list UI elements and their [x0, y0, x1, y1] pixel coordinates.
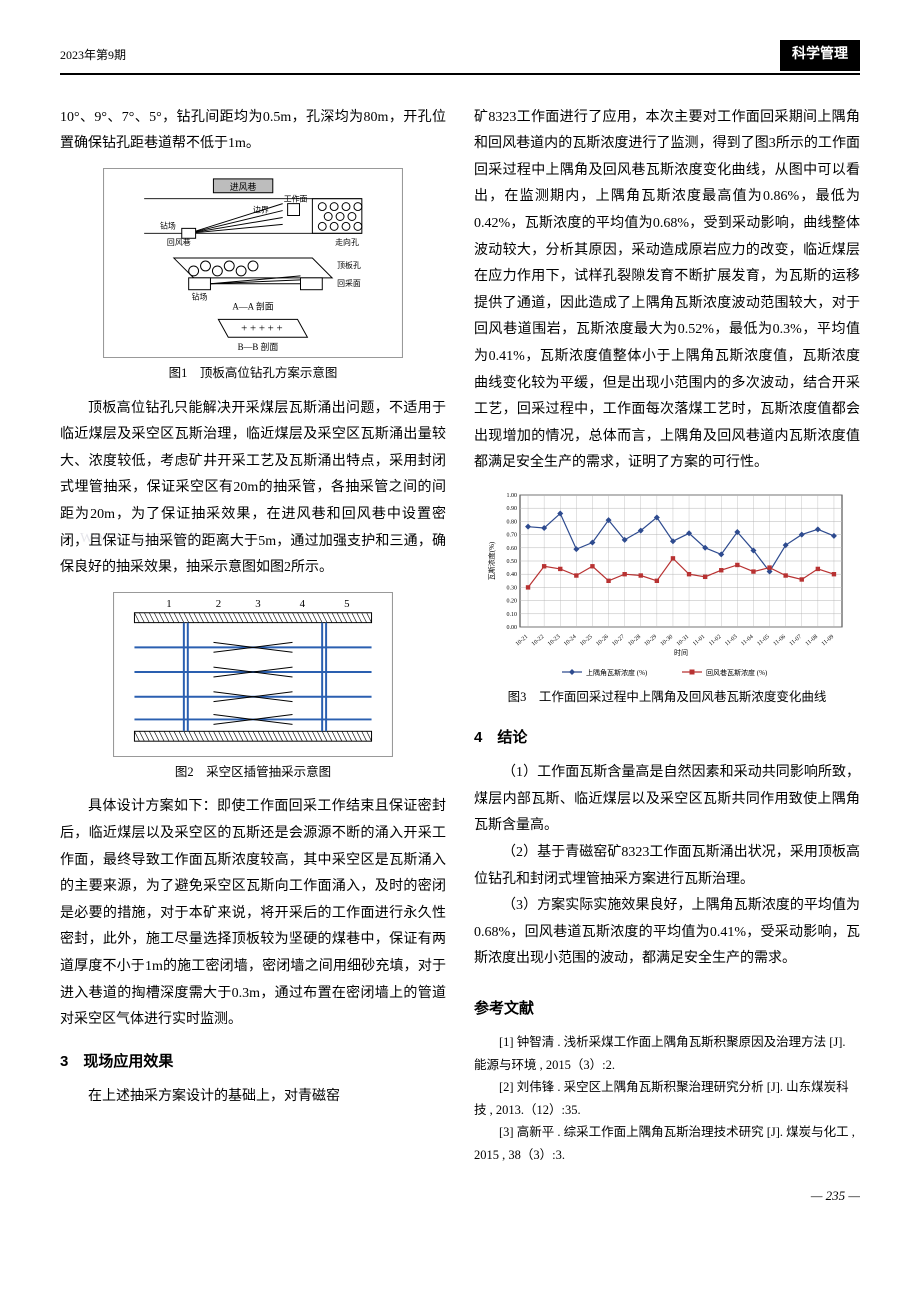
- conclusion-1: （1）工作面瓦斯含量高是自然因素和采动共同影响所致，煤层内部瓦斯、临近煤层以及采…: [474, 760, 860, 840]
- fig1-gongzuomian: 工作面: [284, 193, 308, 203]
- svg-text:10-29: 10-29: [644, 634, 659, 648]
- svg-text:10-31: 10-31: [676, 634, 691, 648]
- paragraph: 顶板高位钻孔只能解决开采煤层瓦斯涌出问题，不适用于临近煤层及采空区瓦斯治理，临近…: [60, 396, 446, 582]
- svg-text:10-28: 10-28: [627, 634, 642, 648]
- svg-text:10-26: 10-26: [595, 634, 610, 648]
- fig1-jinfeng: 进风巷: [230, 182, 257, 192]
- svg-text:10-23: 10-23: [547, 634, 562, 648]
- reference-item: [3] 高新平 . 综采工作面上隅角瓦斯治理技术研究 [J]. 煤炭与化工 , …: [474, 1121, 860, 1166]
- paragraph: 10°、9°、7°、5°，钻孔间距均为0.5m，孔深均为80m，开孔位置确保钻孔…: [60, 105, 446, 158]
- fig1-huifeng: 回风巷: [167, 238, 191, 247]
- paragraph: 具体设计方案如下：即使工作面回采工作结束且保证密封后，临近煤层以及采空区的瓦斯还…: [60, 794, 446, 1033]
- svg-text:0.50: 0.50: [507, 559, 518, 565]
- svg-text:11-05: 11-05: [756, 634, 770, 647]
- fig1-aa: A—A 剖面: [232, 300, 273, 311]
- svg-text:瓦斯浓度(%): 瓦斯浓度(%): [487, 541, 496, 580]
- paragraph: 在上述抽采方案设计的基础上，对青磁窑: [60, 1084, 446, 1111]
- svg-text:0.20: 0.20: [507, 599, 518, 605]
- section-3-title: 3 现场应用效果: [60, 1048, 446, 1077]
- figure-1-svg: 进风巷 工作面 边界 钻场: [103, 168, 403, 358]
- svg-text:10-30: 10-30: [660, 634, 675, 648]
- svg-text:5: 5: [344, 598, 349, 610]
- paragraph: 矿8323工作面进行了应用，本次主要对工作面回采期间上隅角和回风巷道内的瓦斯浓度…: [474, 105, 860, 477]
- fig1-zuanchang2: 钻场: [192, 291, 208, 301]
- svg-text:1: 1: [166, 598, 171, 610]
- page-number: — 235 —: [60, 1184, 860, 1209]
- figure-3-chart: 0.00 0.10 0.20 0.30 0.40 0.50 0.60 0.70 0.80 0.90…: [482, 487, 852, 682]
- figure-3-caption: 图3 工作面回采过程中上隅角及回风巷瓦斯浓度变化曲线: [474, 686, 860, 710]
- svg-text:+ + + + +: + + + + +: [241, 322, 283, 334]
- page-header: 2023年第9期 科学管理: [60, 40, 860, 75]
- two-column-layout: 10°、9°、7°、5°，钻孔间距均为0.5m，孔深均为80m，开孔位置确保钻孔…: [60, 105, 860, 1167]
- svg-text:11-06: 11-06: [773, 634, 787, 647]
- svg-text:11-03: 11-03: [724, 634, 738, 647]
- fig1-zuanchang: 钻场: [160, 220, 176, 230]
- issue-label: 2023年第9期: [60, 44, 126, 67]
- conclusion-3: （3）方案实际实施效果良好，上隅角瓦斯浓度的平均值为0.68%，回风巷道瓦斯浓度…: [474, 893, 860, 973]
- svg-text:11-07: 11-07: [789, 634, 803, 647]
- svg-text:10-25: 10-25: [579, 634, 594, 648]
- section-4-title: 4 结论: [474, 724, 860, 753]
- svg-text:11-04: 11-04: [740, 634, 754, 647]
- svg-text:10-22: 10-22: [531, 634, 546, 648]
- svg-text:1.00: 1.00: [507, 493, 518, 499]
- fig1-bb: B—B 剖面: [238, 341, 279, 352]
- svg-text:0.10: 0.10: [507, 612, 518, 618]
- svg-text:时间: 时间: [674, 648, 688, 657]
- svg-text:10-27: 10-27: [611, 634, 626, 648]
- fig1-zouxiang: 走向孔: [335, 237, 359, 247]
- left-column: 10°、9°、7°、5°，钻孔间距均为0.5m，孔深均为80m，开孔位置确保钻孔…: [60, 105, 446, 1167]
- references-title: 参考文献: [474, 995, 860, 1024]
- svg-text:0.40: 0.40: [507, 572, 518, 578]
- svg-text:3: 3: [255, 598, 260, 610]
- fig1-dingban: 顶板孔: [337, 260, 361, 270]
- reference-item: [1] 钟智清 . 浅析采煤工作面上隅角瓦斯积聚原因及治理方法 [J]. 能源与…: [474, 1031, 860, 1076]
- right-column: 矿8323工作面进行了应用，本次主要对工作面回采期间上隅角和回风巷道内的瓦斯浓度…: [474, 105, 860, 1167]
- svg-text:10-24: 10-24: [563, 634, 578, 648]
- svg-text:上隅角瓦斯浓度 (%): 上隅角瓦斯浓度 (%): [586, 668, 648, 677]
- reference-item: [2] 刘伟锋 . 采空区上隅角瓦斯积聚治理研究分析 [J]. 山东煤炭科技 ,…: [474, 1076, 860, 1121]
- figure-2-caption: 图2 采空区插管抽采示意图: [60, 761, 446, 785]
- svg-text:10-21: 10-21: [515, 634, 530, 648]
- section-label: 科学管理: [780, 40, 860, 71]
- conclusion-2: （2）基于青磁窑矿8323工作面瓦斯涌出状况，采用顶板高位钻孔和封闭式埋管抽采方…: [474, 840, 860, 893]
- svg-text:11-09: 11-09: [821, 634, 835, 647]
- svg-text:0.00: 0.00: [507, 625, 518, 631]
- figure-2-svg: 1 2 3 4 5: [113, 592, 393, 757]
- svg-text:0.60: 0.60: [507, 546, 518, 552]
- svg-text:0.70: 0.70: [507, 533, 518, 539]
- svg-text:回风巷瓦斯浓度 (%): 回风巷瓦斯浓度 (%): [706, 668, 768, 677]
- figure-1-caption: 图1 顶板高位钻孔方案示意图: [60, 362, 446, 386]
- fig1-huimian: 回采面: [337, 278, 361, 288]
- svg-text:0.80: 0.80: [507, 519, 518, 525]
- svg-text:4: 4: [300, 598, 306, 610]
- svg-text:2: 2: [216, 598, 221, 610]
- svg-text:11-02: 11-02: [708, 634, 722, 647]
- svg-text:11-08: 11-08: [805, 634, 819, 647]
- svg-text:0.30: 0.30: [507, 585, 518, 591]
- svg-text:11-01: 11-01: [692, 634, 706, 647]
- svg-text:0.90: 0.90: [507, 506, 518, 512]
